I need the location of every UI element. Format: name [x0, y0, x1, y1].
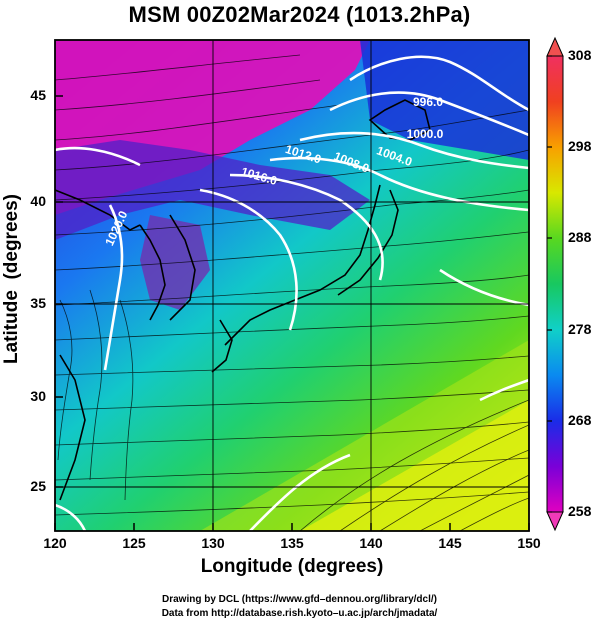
colorbar-tick-label: 288 — [568, 229, 592, 245]
x-tick-label: 150 — [517, 535, 541, 551]
map-title: MSM 00Z02Mar2024 (1013.2hPa) — [128, 2, 471, 27]
y-tick-label: 30 — [30, 388, 46, 404]
colorbar-tick-label: 308 — [568, 47, 592, 63]
temperature-field — [55, 40, 529, 531]
colorbar-tick-label: 298 — [568, 138, 592, 154]
y-tick-label: 40 — [30, 193, 46, 209]
y-tick-label: 25 — [30, 478, 46, 494]
data-credit: Data from http://database.rish.kyoto–u.a… — [161, 608, 438, 619]
axis-ticks — [54, 95, 530, 531]
colorbar-scale — [546, 55, 564, 513]
y-tick-label: 35 — [30, 295, 46, 311]
grid-lines — [55, 40, 529, 531]
isobars — [55, 55, 529, 531]
colorbar-tick-label: 268 — [568, 412, 592, 428]
x-tick-label: 120 — [43, 535, 67, 551]
x-tick-label: 140 — [359, 535, 383, 551]
isobar-label: 1000.0 — [407, 127, 444, 141]
colorbar-tick-label: 278 — [568, 321, 592, 337]
x-tick-label: 135 — [280, 535, 304, 551]
x-tick-label: 125 — [122, 535, 146, 551]
colorbar-upper-arrow — [546, 36, 564, 57]
colorbar — [546, 36, 564, 532]
colorbar-lower-arrow — [546, 511, 564, 532]
x-tick-label: 145 — [438, 535, 462, 551]
y-axis-label: Latitude (degrees) — [1, 194, 22, 364]
drawing-credit: Drawing by DCL (https://www.gfd–dennou.o… — [161, 594, 437, 605]
x-tick-label: 130 — [201, 535, 225, 551]
streamlines — [55, 54, 529, 531]
y-tick-label: 45 — [30, 87, 46, 103]
colorbar-tick-label: 258 — [568, 503, 592, 519]
x-axis-label: Longitude (degrees) — [200, 556, 384, 577]
isobar-label: 996.0 — [413, 95, 443, 109]
